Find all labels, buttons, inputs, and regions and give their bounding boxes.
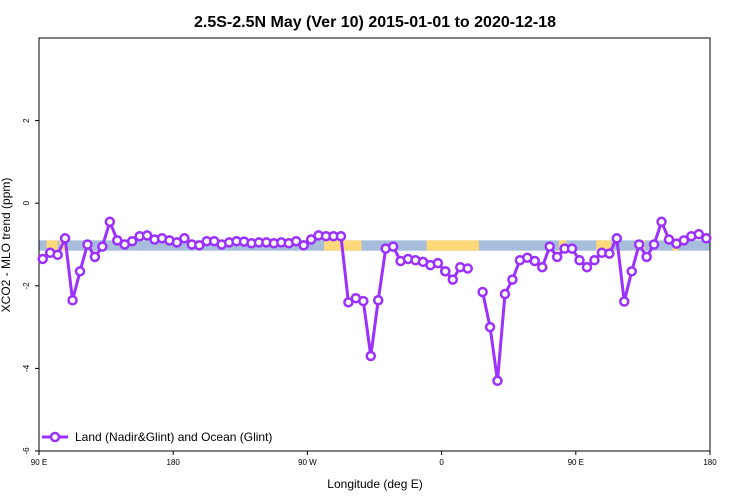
data-point (701, 233, 712, 244)
data-point (171, 237, 183, 248)
band-land (46, 240, 58, 251)
band-land (426, 240, 479, 251)
data-series (37, 216, 712, 387)
data-point (37, 253, 48, 265)
data-point (298, 240, 309, 251)
x-tick-label: 0 (439, 458, 444, 467)
plot-frame (38, 37, 711, 452)
legend-label: Land (Nadir&Glint) and Ocean (Glint) (75, 430, 272, 444)
data-point (112, 235, 123, 246)
y-axis: -6 -4 -2 0 2 (22, 118, 39, 455)
data-point (67, 295, 78, 306)
data-point (544, 241, 555, 252)
data-point (611, 233, 623, 244)
data-point (551, 251, 563, 263)
data-point (529, 255, 541, 267)
legend: Land (Nadir&Glint) and Ocean (Glint) (42, 430, 272, 444)
data-point (484, 321, 496, 333)
data-point (365, 350, 377, 362)
data-point (537, 261, 548, 273)
y-tick-label: -4 (22, 364, 31, 372)
data-point (641, 251, 652, 263)
data-point (194, 240, 205, 251)
data-point (633, 239, 645, 250)
data-point (507, 274, 518, 285)
band-land (596, 240, 612, 251)
data-point (335, 230, 347, 242)
data-point (566, 243, 578, 254)
x-tick-label: 180 (703, 458, 717, 467)
data-point (581, 261, 593, 273)
data-point (678, 235, 690, 246)
data-point (693, 228, 705, 240)
data-point (59, 233, 71, 244)
y-tick-label: 0 (22, 200, 31, 205)
x-tick-label: 90 E (568, 458, 584, 467)
y-tick-label: -2 (22, 282, 31, 290)
data-point (656, 216, 667, 228)
data-point (440, 266, 451, 277)
x-axis: 90 E 180 90 W 0 90 E 180 (31, 451, 717, 467)
data-point (619, 296, 630, 307)
data-point (604, 248, 615, 259)
x-tick-label: 180 (167, 458, 181, 467)
data-point (141, 230, 153, 241)
data-point (499, 288, 511, 300)
data-point (462, 263, 473, 274)
band-ocean (39, 240, 710, 251)
data-point (89, 251, 101, 263)
data-point (663, 234, 675, 245)
data-point (104, 216, 116, 228)
data-point (179, 233, 190, 244)
data-point (305, 234, 317, 245)
y-tick-label: -6 (22, 447, 31, 455)
data-point (626, 266, 637, 277)
data-point (372, 295, 384, 306)
data-point (432, 257, 444, 269)
data-point (447, 274, 459, 285)
data-point (290, 235, 302, 247)
data-point (589, 254, 600, 266)
data-point (74, 266, 86, 277)
data-point (387, 241, 399, 252)
x-tick-label: 90 W (298, 458, 317, 467)
data-point (126, 235, 138, 247)
data-point (97, 241, 108, 252)
data-point (492, 375, 503, 387)
data-point (82, 239, 93, 250)
x-tick-label: 90 E (31, 458, 47, 467)
data-point (574, 254, 585, 266)
data-point (648, 239, 660, 250)
legend-marker (49, 431, 61, 443)
data-point (477, 286, 488, 298)
y-axis-label: XCO2 - MLO trend (ppm) (0, 178, 13, 313)
chart-title: 2.5S-2.5N May (Ver 10) 2015-01-01 to 202… (194, 14, 556, 31)
data-point (358, 295, 369, 307)
data-point (52, 249, 63, 261)
data-point (343, 297, 354, 308)
y-tick-label: 2 (22, 118, 31, 123)
x-axis-label: Longitude (deg E) (327, 477, 422, 491)
